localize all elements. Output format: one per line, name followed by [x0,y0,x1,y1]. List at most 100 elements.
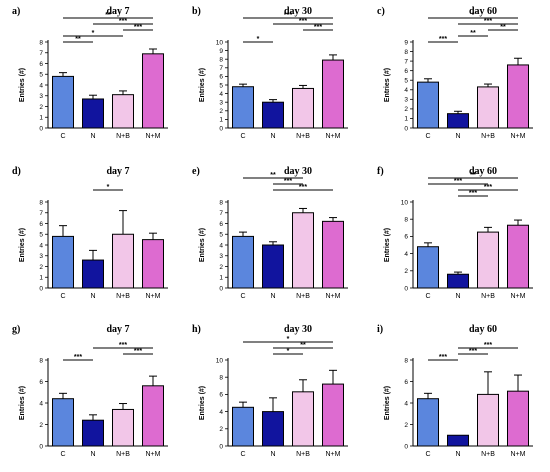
y-tick-label: 7 [219,65,223,72]
y-tick-label: 4 [404,87,408,94]
bar-n-plus-b [292,87,314,129]
x-category-label: N+B [481,293,495,300]
x-category-label: C [425,451,430,458]
panel-letter: d) [12,166,21,177]
x-category-label: N+B [481,133,495,140]
bar-c [52,75,74,129]
y-tick-label: 3 [404,97,408,104]
x-category-label: N [455,293,460,300]
bar-c [417,81,439,129]
y-tick-label: 4 [219,242,223,249]
y-tick-label: 8 [404,357,408,364]
y-tick-label: 10 [401,199,409,206]
y-axis-label: Entries (#) [19,68,26,102]
x-category-label: N+B [116,451,130,458]
bar-n-plus-m [142,53,164,129]
x-category-label: N+M [511,133,526,140]
x-category-label: C [240,293,245,300]
chart-panel-7: g) day 7 Entries (#) 0 2 4 6 8 C N N+B N+M *** *** *** [12,324,168,458]
y-tick-label: 4 [39,400,43,407]
significance-label: ** [470,30,476,37]
panel-title: day 30 [284,166,312,177]
x-category-label: N+M [511,293,526,300]
significance-label: *** [469,348,477,355]
y-tick-label: 4 [219,409,223,416]
y-tick-label: 3 [219,100,223,107]
significance-label: * [287,348,290,355]
y-tick-label: 8 [39,199,43,206]
y-axis-label: Entries (#) [199,386,206,420]
bar-n-plus-b [292,391,314,447]
x-category-label: N+M [146,293,161,300]
panel-title: day 7 [106,166,129,177]
y-tick-label: 1 [39,115,43,122]
bar-n [447,273,469,289]
bar-n-plus-b [112,408,134,447]
panel-letter: e) [192,166,200,177]
significance-label: *** [119,18,127,25]
y-tick-label: 0 [39,285,43,292]
y-tick-label: 0 [39,125,43,132]
x-category-label: N+M [326,293,341,300]
panel-letter: h) [192,324,201,335]
y-tick-label: 8 [39,39,43,46]
x-category-label: N [90,451,95,458]
x-category-label: C [240,451,245,458]
bar-c [232,86,254,129]
x-category-label: C [240,133,245,140]
y-tick-label: 5 [219,82,223,89]
significance-label: ** [470,172,476,179]
y-tick-label: 0 [404,125,408,132]
y-tick-label: 6 [404,379,408,386]
significance-label: * [257,36,260,43]
bar-c [232,406,254,447]
chart-panel-2: b) day 30 Entries (#) 01 23 4 56 78 9 10 C N N+B N+M *… [192,6,348,140]
significance-label: *** [74,354,82,361]
bar-n-plus-m [322,383,344,447]
x-category-label: N+M [326,451,341,458]
y-tick-label: 6 [39,379,43,386]
x-category-label: C [425,293,430,300]
y-tick-label: 6 [219,221,223,228]
significance-label: * [287,336,290,343]
x-category-label: C [60,133,65,140]
x-category-label: N+B [296,133,310,140]
bar-n-plus-m [322,220,344,289]
significance-label: * [92,30,95,37]
x-category-label: C [60,451,65,458]
y-tick-label: 3 [39,93,43,100]
y-tick-label: 7 [39,210,43,217]
panel-letter: g) [12,324,20,335]
panel-title: day 30 [284,324,312,335]
y-axis-label: Entries (#) [199,228,206,262]
panel-title: day 7 [106,324,129,335]
y-tick-label: 8 [219,199,223,206]
x-category-label: N [270,293,275,300]
significance-label: ** [270,172,276,179]
panel-letter: f) [377,166,384,177]
bar-c [52,235,74,289]
y-tick-label: 0 [404,285,408,292]
y-tick-label: 2 [219,426,223,433]
y-tick-label: 9 [404,39,408,46]
x-category-label: N+M [511,451,526,458]
panel-title: day 30 [284,6,312,17]
y-tick-label: 2 [404,422,408,429]
y-tick-label: 6 [219,74,223,81]
significance-label: *** [299,184,307,191]
significance-label: *** [484,18,492,25]
bar-n [82,98,104,129]
significance-label: *** [284,12,292,19]
x-category-label: N [455,133,460,140]
x-category-label: N+M [146,133,161,140]
x-category-label: N [270,133,275,140]
significance-label: *** [439,354,447,361]
bar-n-plus-b [477,393,499,447]
bar-c [417,398,439,447]
